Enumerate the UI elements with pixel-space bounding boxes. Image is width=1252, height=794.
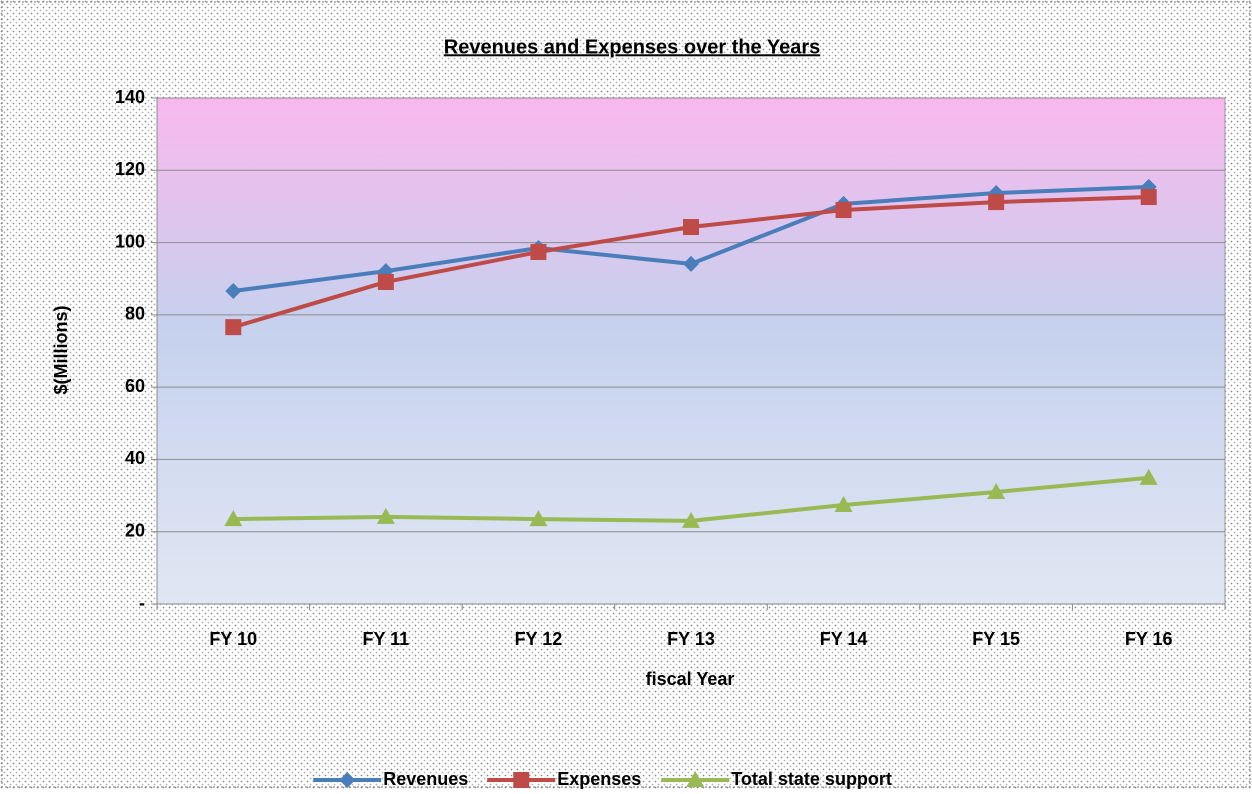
y-axis-label: $(Millions) (51, 305, 71, 394)
marker (225, 319, 242, 336)
x-tick-label: FY 14 (820, 629, 868, 649)
marker (377, 273, 394, 290)
x-axis-label: fiscal Year (646, 669, 735, 689)
marker (529, 510, 548, 527)
chart-title: Revenues and Expenses over the Years (444, 36, 821, 58)
marker (1139, 468, 1158, 485)
marker (683, 255, 699, 272)
y-tick-label: 100 (115, 231, 145, 251)
marker (224, 510, 243, 527)
x-tick-label: FY 16 (1125, 629, 1173, 649)
x-tick-label: FY 13 (667, 629, 715, 649)
marker (686, 771, 705, 787)
marker (376, 507, 395, 524)
y-tick-label: 40 (125, 448, 145, 468)
x-tick-label: FY 11 (362, 629, 409, 649)
x-tick-label: FY 10 (209, 629, 257, 649)
legend-label: Expenses (557, 769, 641, 789)
x-tick-label: FY 15 (972, 629, 1020, 649)
y-tick-label: 80 (125, 304, 145, 324)
marker (682, 511, 700, 528)
marker (834, 495, 853, 512)
y-tick-label: 20 (125, 520, 145, 540)
legend-label: Revenues (383, 769, 468, 789)
legend-label: Total state support (731, 769, 892, 789)
marker (530, 243, 547, 260)
y-tick-label: - (139, 593, 145, 613)
marker (987, 482, 1006, 499)
marker (1140, 189, 1157, 206)
marker (513, 772, 530, 788)
marker (225, 283, 242, 300)
x-tick-label: FY 12 (515, 629, 563, 649)
marker (683, 219, 699, 236)
marker (339, 772, 356, 788)
plot-area (156, 97, 1226, 605)
marker (988, 194, 1005, 211)
marker (835, 202, 852, 219)
y-tick-label: 120 (115, 159, 145, 179)
y-tick-label: 60 (125, 376, 145, 396)
y-tick-label: 140 (115, 87, 145, 107)
